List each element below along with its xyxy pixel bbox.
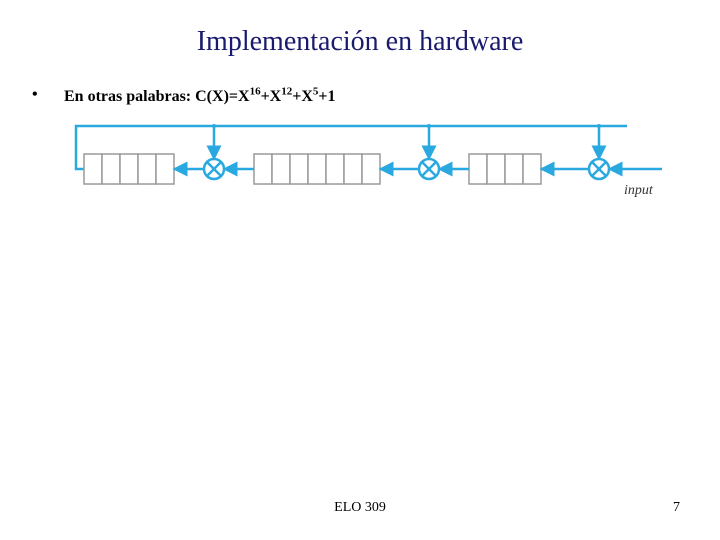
formula-tail: +1: [318, 88, 335, 105]
bullet-text: En otras palabras: C(X)=X16+X12+X5+1: [64, 88, 336, 105]
plus-x-1: +X: [261, 88, 282, 105]
bullet-line: • En otras palabras: C(X)=X16+X12+X5+1: [32, 86, 336, 106]
page-title: Implementación en hardware: [0, 26, 720, 58]
svg-text:input: input: [624, 183, 654, 198]
lfsr-diagram: input: [64, 114, 684, 224]
page-number: 7: [673, 500, 680, 516]
footer-center: ELO 309: [0, 500, 720, 516]
bullet-marker: •: [32, 86, 60, 104]
formula-base: C(X)=X: [195, 88, 249, 105]
exp-16: 16: [250, 86, 261, 98]
plus-x-2: +X: [292, 88, 313, 105]
bullet-prefix: En otras palabras:: [64, 88, 195, 105]
exp-12: 12: [281, 86, 292, 98]
